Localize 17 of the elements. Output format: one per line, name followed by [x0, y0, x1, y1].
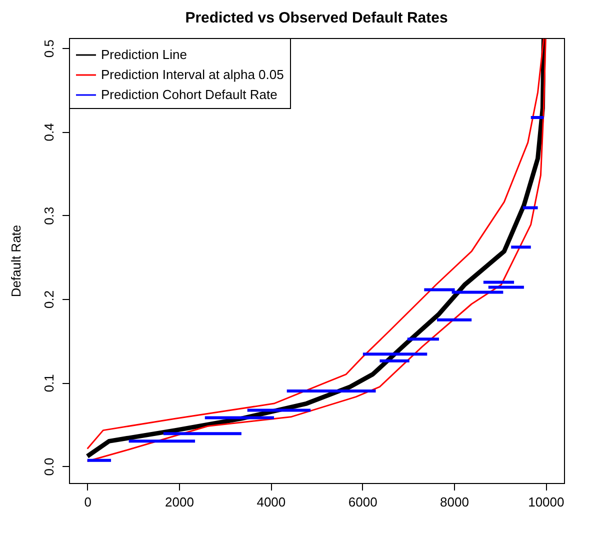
legend-label: Prediction Interval at alpha 0.05 [101, 67, 284, 82]
legend-label: Prediction Line [101, 47, 187, 62]
y-tick-label: 0.1 [42, 374, 56, 392]
legend-label: Prediction Cohort Default Rate [101, 87, 278, 102]
y-axis-title: Default Rate [8, 224, 24, 298]
chart-title: Predicted vs Observed Default Rates [185, 10, 448, 26]
y-tick-label: 0.5 [42, 40, 56, 58]
y-tick-label: 0.2 [42, 290, 56, 309]
x-tick-label: 2000 [165, 494, 194, 510]
x-tick-label: 6000 [348, 494, 378, 510]
x-tick-label: 8000 [440, 494, 469, 510]
x-tick-label: 4000 [256, 494, 286, 510]
x-tick-label: 0 [84, 494, 92, 510]
y-tick-label: 0.3 [42, 206, 56, 225]
y-tick-label: 0.0 [42, 458, 56, 476]
y-tick-label: 0.4 [42, 123, 56, 142]
x-tick-label: 10000 [528, 494, 564, 510]
